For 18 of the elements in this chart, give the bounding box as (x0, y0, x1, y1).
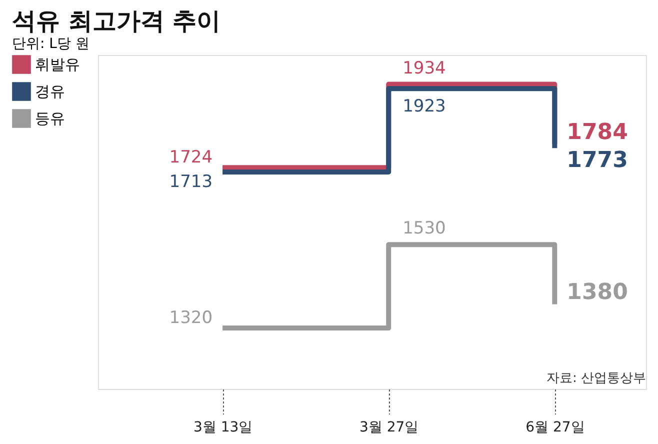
data-label: 1380 (566, 280, 628, 306)
x-tick-label: 3월 13일 (193, 420, 253, 436)
data-label: 1773 (566, 148, 628, 174)
chart-title: 석유 최고가격 추이 (12, 7, 221, 35)
data-label: 1784 (566, 120, 628, 145)
legend-label: 휘발유 (35, 56, 80, 74)
chart-subtitle: 단위: L당 원 (12, 36, 90, 52)
data-label: 1724 (169, 148, 213, 168)
legend-label: 등유 (35, 110, 65, 128)
data-label: 1923 (402, 96, 446, 117)
x-tick-label: 6월 27일 (526, 420, 585, 436)
text: 자료: 산업통상부 (546, 371, 646, 386)
data-label: 1934 (402, 58, 446, 78)
legend-label: 경유 (35, 82, 65, 100)
x-tick-label: 3월 27일 (360, 420, 419, 436)
data-label: 1530 (402, 218, 446, 239)
data-label: 1320 (169, 308, 213, 328)
data-label: 1713 (169, 172, 213, 192)
